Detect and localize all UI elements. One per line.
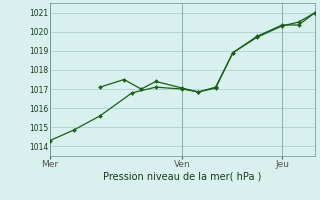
X-axis label: Pression niveau de la mer( hPa ): Pression niveau de la mer( hPa )	[103, 172, 261, 182]
